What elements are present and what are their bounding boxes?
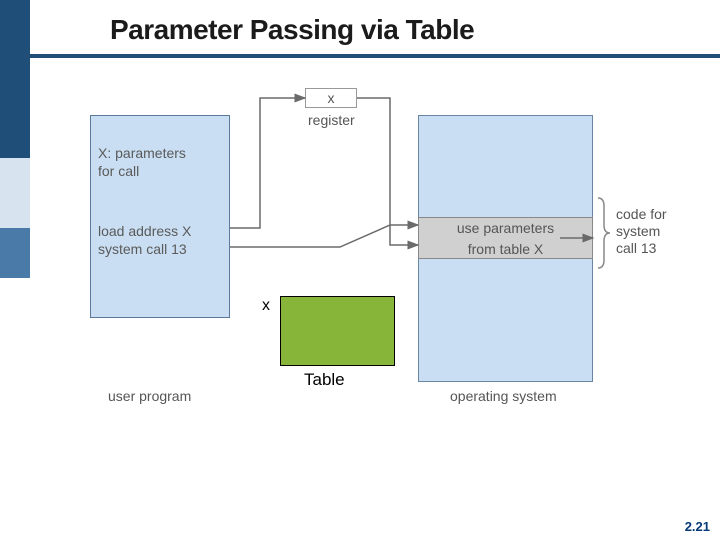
code-label-line1: code for xyxy=(616,206,667,223)
code-label-line2: system xyxy=(616,223,667,240)
register-box: x xyxy=(305,88,357,108)
register-caption: register xyxy=(308,112,355,128)
os-use-line1: use parameters xyxy=(419,218,592,239)
brace-icon xyxy=(598,198,610,268)
user-program-line1: X: parameters xyxy=(98,145,186,161)
register-value: x xyxy=(328,91,335,105)
code-label-line3: call 13 xyxy=(616,240,667,257)
arrow-register-to-use xyxy=(357,98,418,245)
table-x-label: x xyxy=(262,297,270,315)
table-caption: Table xyxy=(304,370,345,390)
user-program-line2: for call xyxy=(98,163,139,179)
os-use-parameters-box: use parameters from table X xyxy=(418,217,593,259)
code-label: code for system call 13 xyxy=(616,206,667,256)
os-caption: operating system xyxy=(450,388,557,404)
table-box xyxy=(280,296,395,366)
arrow-loadx-to-register xyxy=(230,98,305,228)
os-use-line2: from table X xyxy=(419,239,592,260)
user-program-line4: system call 13 xyxy=(98,241,187,257)
diagram: X: parameters for call load address X sy… xyxy=(0,0,720,540)
user-program-caption: user program xyxy=(108,388,191,404)
arrow-syscall-to-use xyxy=(230,225,418,247)
page-number: 2.21 xyxy=(685,519,710,534)
user-program-line3: load address X xyxy=(98,223,191,239)
